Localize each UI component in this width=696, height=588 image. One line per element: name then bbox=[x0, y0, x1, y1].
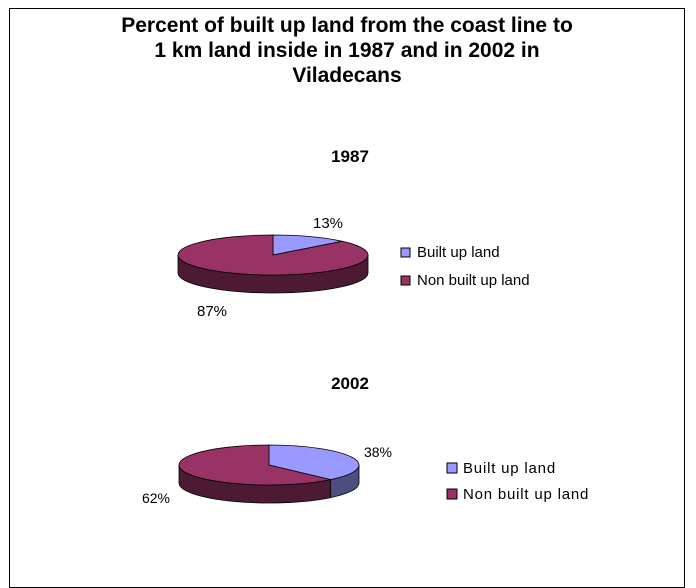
pie-charts: 1987 13% 87% Built up land Non built up … bbox=[142, 147, 589, 506]
legend-1987-swatch-non-built bbox=[400, 275, 411, 286]
chart-title-line-1: Percent of built up land from the coast … bbox=[121, 14, 573, 37]
legend-2002: Built up land Non built up land bbox=[446, 460, 589, 503]
pie-2002-title: 2002 bbox=[331, 374, 369, 393]
chart-title-line-2: 1 km land inside in 1987 and in 2002 in bbox=[154, 39, 540, 62]
legend-1987-swatch-built bbox=[400, 247, 411, 258]
pie-1987-label-built: 13% bbox=[313, 215, 343, 232]
pie-2002-slice-built bbox=[268, 444, 360, 480]
chart-title-line-3: Viladecans bbox=[292, 64, 402, 87]
pie-1987-slice-non-built bbox=[177, 234, 369, 276]
pie-2002-slice-non-built bbox=[178, 444, 331, 486]
legend-1987-entry-non-built: Non built up land bbox=[417, 272, 530, 289]
pie-2002-label-non-built: 62% bbox=[142, 490, 170, 506]
legend-2002-entry-non-built: Non built up land bbox=[463, 486, 589, 503]
legend-2002-entry-built: Built up land bbox=[463, 460, 556, 477]
pie-1987-title: 1987 bbox=[331, 147, 369, 166]
legend-1987-entry-built: Built up land bbox=[417, 244, 500, 261]
chart-title: Percent of built up land from the coast … bbox=[9, 13, 685, 88]
legend-2002-swatch-non-built bbox=[446, 488, 458, 500]
pie-1987-slice-built bbox=[272, 234, 343, 256]
pie-2002 bbox=[178, 444, 360, 504]
legend-1987: Built up land Non built up land bbox=[400, 244, 530, 289]
pie-1987 bbox=[177, 234, 369, 294]
legend-2002-swatch-built bbox=[446, 462, 458, 474]
pie-2002-label-built: 38% bbox=[364, 444, 392, 460]
pie-1987-label-non-built: 87% bbox=[197, 303, 227, 320]
